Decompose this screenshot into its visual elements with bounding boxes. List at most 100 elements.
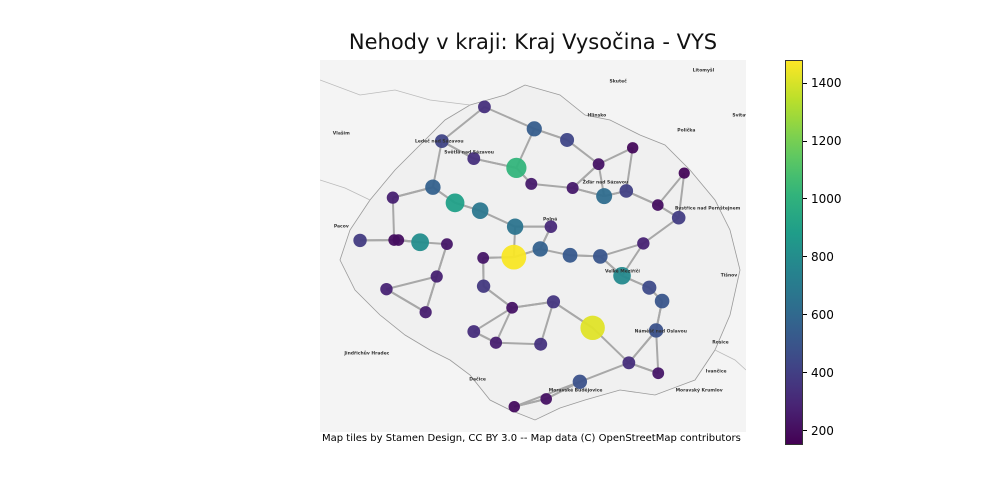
- tick-mark: [803, 372, 807, 374]
- road-segment: [424, 276, 438, 313]
- road-segment: [625, 147, 634, 192]
- accident-point[interactable]: [471, 202, 489, 219]
- road-segment: [473, 306, 513, 333]
- road-segment: [495, 307, 514, 344]
- road-segment: [385, 288, 427, 314]
- accident-point[interactable]: [430, 270, 443, 283]
- accident-point[interactable]: [596, 188, 613, 205]
- accident-point[interactable]: [562, 247, 578, 263]
- accident-point[interactable]: [560, 132, 575, 147]
- place-label: Moravský Krumlov: [675, 388, 723, 394]
- accident-point[interactable]: [380, 282, 393, 296]
- place-label: Jindřichův Hradec: [344, 351, 390, 357]
- accident-point[interactable]: [626, 142, 639, 154]
- neighbor-border: [320, 179, 371, 201]
- accident-point[interactable]: [648, 323, 664, 338]
- accident-point[interactable]: [580, 315, 605, 341]
- neighbor-border: [714, 349, 746, 371]
- accident-point[interactable]: [508, 401, 520, 413]
- accident-point[interactable]: [619, 184, 634, 198]
- road-segment: [391, 197, 396, 241]
- accident-point[interactable]: [392, 234, 405, 246]
- accident-point[interactable]: [478, 100, 491, 114]
- tick-mark: [803, 314, 807, 316]
- accident-point[interactable]: [506, 301, 519, 314]
- accident-point[interactable]: [501, 244, 527, 270]
- place-label: Rosice: [712, 340, 729, 346]
- accident-point[interactable]: [525, 177, 538, 190]
- accident-point[interactable]: [652, 199, 664, 211]
- tick-label: 800: [811, 249, 834, 264]
- accident-point[interactable]: [544, 220, 558, 233]
- road-segment: [431, 140, 443, 188]
- road-segment: [511, 300, 554, 309]
- colorbar-tick: 1000: [803, 192, 842, 206]
- accident-point[interactable]: [566, 181, 579, 194]
- accident-point[interactable]: [445, 193, 465, 213]
- road-segment: [441, 106, 486, 142]
- accident-point[interactable]: [678, 167, 690, 179]
- road-segment: [677, 172, 686, 218]
- road-segment: [598, 146, 634, 166]
- road-segment: [657, 172, 686, 206]
- tick-mark: [803, 82, 807, 84]
- accident-point[interactable]: [622, 356, 636, 370]
- accident-point[interactable]: [593, 249, 608, 264]
- place-label: Moravské Budějovice: [548, 388, 603, 394]
- accident-point[interactable]: [411, 233, 430, 252]
- accident-point[interactable]: [546, 295, 561, 309]
- place-label: Dačice: [469, 377, 486, 383]
- accident-point[interactable]: [386, 191, 399, 204]
- place-label: Ledeč nad Sázavou: [414, 139, 464, 145]
- accident-point[interactable]: [671, 210, 686, 225]
- colorbar-tick: 800: [803, 250, 834, 264]
- accident-point[interactable]: [652, 367, 665, 380]
- accident-point[interactable]: [441, 238, 453, 251]
- accident-point[interactable]: [572, 374, 588, 389]
- accident-point[interactable]: [467, 325, 481, 338]
- accident-point[interactable]: [489, 336, 503, 349]
- accident-point[interactable]: [532, 241, 548, 257]
- accident-point[interactable]: [540, 393, 553, 405]
- accident-point[interactable]: [526, 121, 542, 137]
- accident-point[interactable]: [613, 266, 631, 285]
- accident-points: [353, 100, 690, 413]
- colorbar-ticks: 200 400 600 800 1000 1200 1400: [803, 60, 863, 445]
- place-label: Tišnov: [720, 273, 738, 279]
- accident-point[interactable]: [467, 152, 481, 165]
- accident-point[interactable]: [477, 252, 490, 264]
- road-segment: [600, 242, 644, 258]
- accident-point[interactable]: [353, 233, 367, 248]
- place-label: Bystřice nad Pernštejnem: [674, 206, 741, 212]
- accident-point[interactable]: [642, 280, 657, 295]
- accident-point[interactable]: [654, 293, 670, 309]
- accident-point[interactable]: [506, 218, 524, 235]
- tick-label: 1000: [811, 191, 842, 206]
- map-title: Nehody v kraji: Kraj Vysočina - VYS: [348, 30, 718, 54]
- place-label: Žďár nad Sázavou: [582, 180, 629, 186]
- accident-point[interactable]: [506, 157, 527, 178]
- accident-point[interactable]: [434, 134, 449, 148]
- accident-point[interactable]: [637, 237, 650, 250]
- colorbar-tick: 1400: [803, 76, 842, 90]
- tick-mark: [803, 198, 807, 200]
- accident-point[interactable]: [425, 179, 441, 195]
- place-label: Skuteč: [609, 79, 627, 85]
- accident-point[interactable]: [476, 279, 491, 293]
- tick-label: 1200: [811, 134, 842, 149]
- tick-mark: [803, 140, 807, 142]
- accident-point[interactable]: [419, 306, 432, 319]
- tick-mark: [803, 430, 807, 432]
- attribution-text: Map tiles by Stamen Design, CC BY 3.0 --…: [322, 433, 741, 444]
- colorbar-tick: 1200: [803, 134, 842, 148]
- place-label: Náměšť nad Oslavou: [634, 329, 687, 335]
- accident-point[interactable]: [592, 158, 605, 171]
- tick-label: 1400: [811, 76, 842, 91]
- basemap: [320, 79, 746, 421]
- accident-point[interactable]: [534, 337, 548, 351]
- road-segment: [484, 105, 535, 130]
- neighbor-border: [320, 79, 471, 106]
- colorbar-tick: 200: [803, 424, 834, 438]
- map-area[interactable]: Skuteč Litomyšl Hlinsko Polička Svitavy Vlaši…: [320, 60, 746, 432]
- tick-mark: [803, 256, 807, 258]
